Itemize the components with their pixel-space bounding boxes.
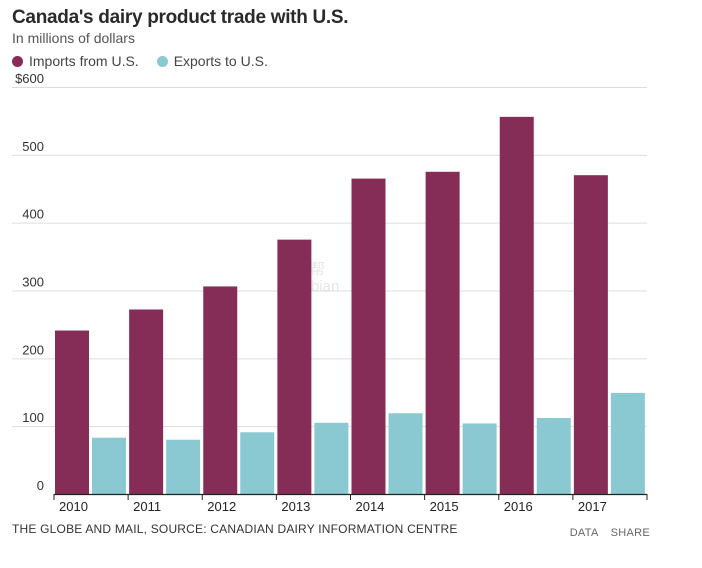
y-tick-label: $600 [15,71,44,86]
bar-imports [129,309,164,494]
x-tick-label: 2017 [578,499,607,514]
x-tick-label: 2011 [133,499,161,514]
legend-item-imports: Imports from U.S. [12,53,139,69]
x-tick-label: 2015 [430,499,459,514]
y-tick-label: 300 [22,275,44,290]
x-tick-label: 2013 [281,499,310,514]
bar-exports [92,437,126,494]
y-tick-label: 0 [37,478,44,493]
bar-imports [425,171,460,494]
bar-imports [573,175,608,494]
source-note: THE GLOBE AND MAIL, SOURCE: CANADIAN DAI… [12,522,458,536]
bar-exports [240,432,275,494]
x-tick-label: 2014 [356,499,385,514]
legend-label-imports: Imports from U.S. [29,53,139,69]
data-link[interactable]: DATA [569,527,599,539]
bar-exports [536,418,571,494]
bar-exports [610,392,645,494]
y-tick-label: 500 [22,139,44,154]
x-tick-label: 2012 [207,499,236,514]
bar-imports [55,330,89,494]
x-tick-label: 2010 [59,499,88,514]
share-link[interactable]: SHARE [610,527,650,539]
bar-exports [314,422,349,494]
legend-label-exports: Exports to U.S. [173,53,268,69]
legend-swatch-exports [156,55,168,67]
bar-exports [388,413,423,494]
bar-exports [462,423,497,494]
legend-swatch-imports [12,55,23,67]
y-tick-label: 400 [22,207,44,222]
chart-title: Canada's dairy product trade with U.S. [12,7,349,28]
y-tick-label: 200 [22,342,44,357]
bar-imports [499,116,534,494]
bar-exports [166,439,201,494]
legend-item-exports: Exports to U.S. [156,53,268,69]
bar-imports [277,239,312,494]
bar-imports [203,286,238,494]
bar-imports [351,178,386,494]
footer-links: DATA SHARE [570,527,650,539]
x-tick-label: 2016 [504,499,533,514]
legend: Imports from U.S. Exports to U.S. [12,53,286,69]
chart-subtitle: In millions of dollars [12,30,135,46]
y-tick-label: 100 [22,410,44,425]
